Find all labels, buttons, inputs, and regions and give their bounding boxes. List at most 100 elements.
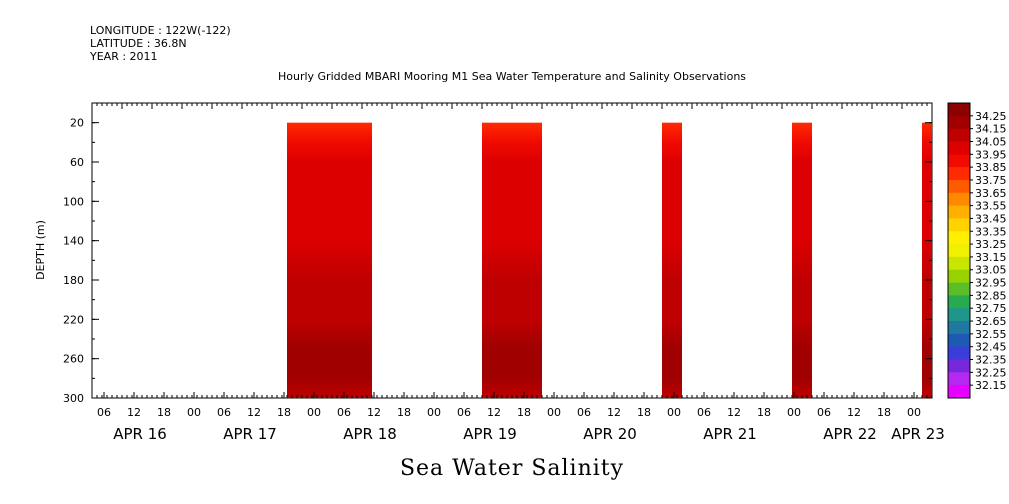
colorbar-label: 33.85	[975, 161, 1007, 174]
x-date-label: APR 23	[891, 425, 945, 443]
longitude-label: LONGITUDE : 122W(-122)	[90, 24, 231, 37]
x-date-label: APR 21	[703, 425, 757, 443]
colorbar-cell	[948, 218, 970, 232]
colorbar-cell	[948, 321, 970, 335]
data-segment	[792, 122, 812, 399]
colorbar-label: 32.75	[975, 302, 1007, 315]
x-tick-label: 18	[757, 406, 771, 419]
y-tick-label: 100	[63, 195, 84, 208]
colorbar-cell	[948, 282, 970, 296]
x-tick-label: 18	[637, 406, 651, 419]
colorbar-cell	[948, 333, 970, 348]
colorbar-cell	[948, 141, 970, 155]
y-tick-label: 60	[70, 156, 84, 169]
x-tick-label: 06	[577, 406, 591, 419]
x-tick-label: 12	[367, 406, 381, 419]
colorbar-cell	[948, 308, 970, 322]
x-tick-label: 18	[277, 406, 291, 419]
colorbar-cell	[948, 385, 970, 399]
colorbar: 34.2534.1534.0533.9533.8533.7533.6533.55…	[947, 102, 1007, 399]
colorbar-label: 32.65	[975, 315, 1007, 328]
data-segment	[482, 122, 542, 399]
x-tick-label: 00	[187, 406, 201, 419]
year-label: YEAR : 2011	[90, 50, 158, 63]
colorbar-cell	[948, 346, 970, 361]
colorbar-cell	[948, 372, 970, 386]
colorbar-label: 33.05	[975, 264, 1007, 277]
colorbar-cell	[948, 205, 970, 219]
colorbar-label: 33.95	[975, 148, 1007, 161]
colorbar-label: 34.25	[975, 110, 1007, 123]
colorbar-label: 33.65	[975, 187, 1007, 200]
x-tick-label: 06	[97, 406, 111, 419]
y-tick-label: 20	[70, 117, 84, 130]
x-axis: 06 12 18 00 06 12 18 00 06 12 18 00 06 12 18 00 06 12 18 00…	[91, 392, 945, 443]
colorbar-label: 33.45	[975, 212, 1007, 225]
x-tick-label: 06	[457, 406, 471, 419]
x-date-label: APR 22	[823, 425, 877, 443]
colorbar-cell	[948, 192, 970, 207]
colorbar-label: 34.05	[975, 135, 1007, 148]
x-tick-label: 06	[817, 406, 831, 419]
y-axis-title: DEPTH (m)	[34, 220, 47, 280]
x-tick-label: 12	[127, 406, 141, 419]
colorbar-label: 32.15	[975, 379, 1007, 392]
x-tick-label: 06	[697, 406, 711, 419]
x-tick-label: 18	[157, 406, 171, 419]
colorbar-label: 33.35	[975, 225, 1007, 238]
y-tick-label: 140	[63, 235, 84, 248]
colorbar-label: 32.45	[975, 341, 1007, 354]
y-tick-label: 300	[63, 392, 84, 405]
chart-footer: Sea Water Salinity	[400, 456, 624, 481]
data-segment	[662, 122, 682, 399]
x-tick-label: 00	[667, 406, 681, 419]
x-tick-label: 06	[217, 406, 231, 419]
x-tick-label: 00	[427, 406, 441, 419]
x-tick-label: 12	[727, 406, 741, 419]
y-tick-label: 260	[63, 353, 84, 366]
x-tick-label: 12	[847, 406, 861, 419]
x-tick-label: 12	[487, 406, 501, 419]
colorbar-cell	[948, 128, 970, 142]
colorbar-cell	[948, 115, 970, 130]
colorbar-label: 32.25	[975, 366, 1007, 379]
colorbar-label: 33.15	[975, 251, 1007, 264]
y-tick-label: 180	[63, 274, 84, 287]
colorbar-cell	[948, 154, 970, 168]
x-tick-label: 18	[877, 406, 891, 419]
y-axis: 20 60 100 140 180 220 260 300	[63, 102, 932, 405]
x-tick-label: 00	[907, 406, 921, 419]
plot-area	[91, 102, 933, 399]
colorbar-cell	[948, 231, 970, 245]
latitude-label: LATITUDE : 36.8N	[90, 37, 187, 50]
x-tick-label: 00	[787, 406, 801, 419]
x-tick-label: 06	[337, 406, 351, 419]
colorbar-label: 33.55	[975, 200, 1007, 213]
data-segment	[922, 122, 932, 399]
x-date-label: APR 18	[343, 425, 397, 443]
colorbar-label: 33.25	[975, 238, 1007, 251]
colorbar-cell	[948, 103, 970, 117]
x-tick-label: 00	[307, 406, 321, 419]
data-segment	[287, 122, 372, 399]
colorbar-cell	[948, 179, 970, 194]
colorbar-label: 32.35	[975, 354, 1007, 367]
colorbar-label: 32.95	[975, 277, 1007, 290]
colorbar-label: 34.15	[975, 123, 1007, 136]
x-tick-label: 12	[607, 406, 621, 419]
x-tick-label: 12	[247, 406, 261, 419]
colorbar-label: 32.55	[975, 328, 1007, 341]
colorbar-label: 33.75	[975, 174, 1007, 187]
x-tick-label: 18	[397, 406, 411, 419]
x-date-label: APR 16	[113, 425, 167, 443]
x-date-label: APR 17	[223, 425, 277, 443]
x-date-label: APR 20	[583, 425, 637, 443]
chart-title: Hourly Gridded MBARI Mooring M1 Sea Wate…	[278, 70, 746, 83]
colorbar-cell	[948, 359, 970, 373]
colorbar-frame	[947, 102, 971, 399]
x-date-label: APR 19	[463, 425, 517, 443]
colorbar-cell	[948, 256, 970, 271]
x-tick-label: 00	[547, 406, 561, 419]
colorbar-cell	[948, 244, 970, 258]
